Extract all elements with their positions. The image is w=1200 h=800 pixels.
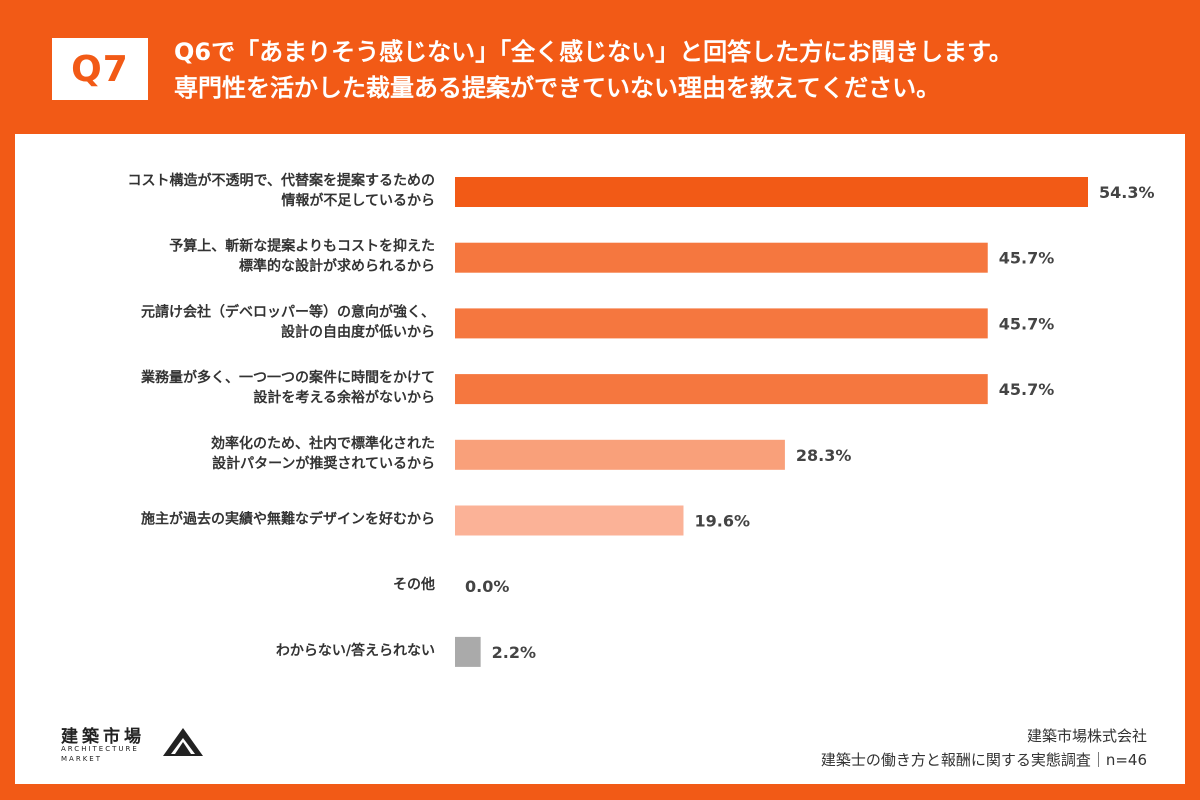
question-number-badge: Q7 xyxy=(52,38,148,100)
question-line-2: 専門性を活かした裁量ある提案ができていない理由を教えてください。 xyxy=(174,74,941,102)
value-label-8: 2.2% xyxy=(492,643,536,662)
bar-6 xyxy=(455,505,684,536)
logo-text: 建築市場 xyxy=(61,727,145,747)
value-label-4: 45.7% xyxy=(999,380,1055,399)
value-label-5: 28.3% xyxy=(796,446,852,465)
value-label-1: 54.3% xyxy=(1099,183,1155,202)
category-label-8: わからない/答えられない xyxy=(276,642,435,659)
category-label-5: 効率化のため、社内で標準化された設計パターンが推奨されているから xyxy=(211,435,435,472)
logo-subtext: ARCHITECTURE MARKET xyxy=(61,745,139,763)
value-label-3: 45.7% xyxy=(999,314,1055,333)
value-label-6: 19.6% xyxy=(694,512,750,531)
category-label-7: その他 xyxy=(393,576,435,593)
category-label-3: 元請け会社（デベロッパー等）の意向が強く、設計の自由度が低いから xyxy=(141,303,435,340)
company-name: 建築市場株式会社 xyxy=(1026,727,1147,745)
survey-info: 建築士の働き方と報酬に関する実態調査｜n=46 xyxy=(820,751,1147,769)
bar-1 xyxy=(455,177,1088,207)
company-logo: 建築市場 ARCHITECTURE MARKET xyxy=(61,722,231,772)
credit-block: 建築市場株式会社 建築士の働き方と報酬に関する実態調査｜n=46 xyxy=(821,724,1147,772)
bar-chart: 54.3% コスト構造が不透明で、代替案を提案するための情報が不足しているから 45… xyxy=(128,172,1155,667)
question-line-1: Q6で「あまりそう感じない」「全く感じない」と回答した方にお聞きします。 xyxy=(174,38,1013,66)
category-label-6: 施主が過去の実績や無難なデザインを好むから xyxy=(141,511,435,528)
bar-4 xyxy=(455,374,988,405)
value-label-2: 45.7% xyxy=(999,249,1055,268)
value-label-7: 0.0% xyxy=(465,577,509,596)
category-label-1: コスト構造が不透明で、代替案を提案するための情報が不足しているから xyxy=(128,172,435,209)
bar-5 xyxy=(455,439,785,470)
question-text: Q6で「あまりそう感じない」「全く感じない」と回答した方にお聞きします。 専門性… xyxy=(174,34,1164,106)
category-label-4: 業務量が多く、一つ一つの案件に時間をかけて設計を考える余裕がないから xyxy=(140,369,435,406)
bar-8 xyxy=(455,636,481,667)
category-label-2: 予算上、斬新な提案よりもコストを抑えた標準的な設計が求められるから xyxy=(169,238,435,275)
bar-2 xyxy=(455,242,988,273)
logo-triangle-icon xyxy=(163,728,203,756)
bar-3 xyxy=(455,308,988,339)
chart-panel: 54.3% コスト構造が不透明で、代替案を提案するための情報が不足しているから 45… xyxy=(15,134,1185,784)
